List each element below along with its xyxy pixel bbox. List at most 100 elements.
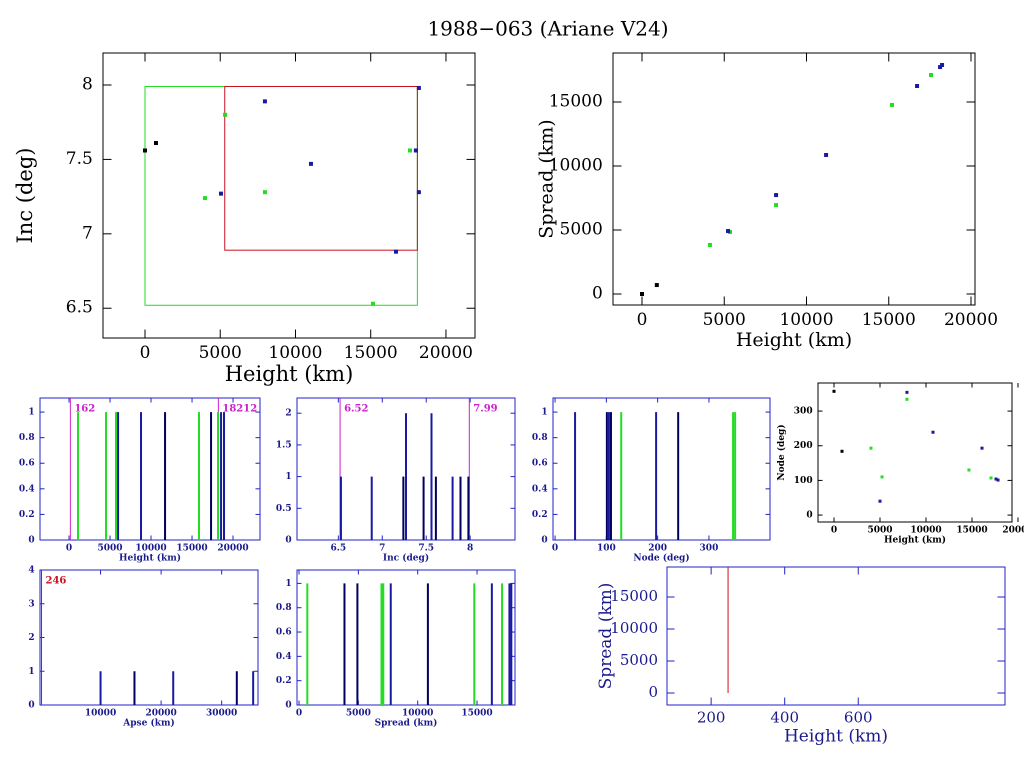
limit-label: 7.99	[473, 404, 497, 415]
point	[915, 83, 920, 88]
plot-frame	[666, 566, 1006, 706]
y-tick-label: 7.5	[66, 149, 93, 169]
point	[640, 292, 645, 297]
point	[967, 468, 971, 472]
x-tick-label: 7	[379, 544, 385, 554]
point	[890, 102, 895, 107]
y-tick-label: 2	[285, 409, 291, 419]
x-tick-label: 5000	[346, 709, 371, 719]
x-tick-label: 100	[597, 544, 616, 554]
x-tick-label: 15000	[344, 343, 398, 363]
y-tick-label: 0.6	[19, 459, 35, 469]
point	[996, 478, 1000, 482]
y-tick-label: 0.2	[19, 510, 35, 520]
y-tick-label: 1	[28, 667, 34, 677]
point	[223, 112, 228, 117]
x-tick-label: 20000	[419, 343, 473, 363]
x-axis-label: Height (km)	[884, 535, 946, 546]
plot-frame	[612, 52, 976, 306]
y-tick-label: 6.5	[66, 298, 93, 318]
x-tick-label: 0	[637, 310, 648, 330]
x-tick-label: 5000	[97, 544, 122, 554]
x-tick-label: 400	[770, 709, 799, 727]
x-tick-label: 10000	[779, 310, 833, 330]
y-tick-label: 0.5	[276, 504, 292, 514]
point	[370, 301, 375, 306]
point	[726, 229, 731, 234]
y-tick-label: 4	[28, 566, 34, 576]
y-tick-label: 0	[28, 536, 34, 546]
point	[654, 283, 659, 288]
y-tick-label: 0	[648, 683, 658, 701]
y-tick-label: 8	[82, 74, 93, 94]
limit-label: 18212	[222, 404, 257, 415]
limit-label: 6.52	[344, 404, 368, 415]
y-tick-label: 1	[28, 408, 34, 418]
y-tick-label: 0	[285, 536, 291, 546]
point	[203, 196, 208, 201]
plot-frame	[39, 397, 261, 541]
x-tick-label: 200	[697, 709, 726, 727]
plot-frame	[552, 397, 771, 541]
y-tick-label: 1	[541, 408, 547, 418]
y-tick-label: 2	[28, 633, 34, 643]
point	[153, 141, 158, 146]
point	[707, 242, 712, 247]
point	[413, 148, 418, 153]
point	[774, 203, 779, 208]
x-tick-label: 20000	[145, 709, 176, 719]
y-tick-label: 15000	[549, 91, 603, 111]
x-axis-label: Node (deg)	[633, 553, 689, 564]
x-tick-label: 0	[140, 343, 151, 363]
y-tick-label: 15000	[610, 587, 658, 605]
x-tick-label: 10000	[135, 544, 166, 554]
y-tick-label: 0.6	[532, 459, 548, 469]
y-tick-label: 0.4	[532, 484, 548, 494]
point	[262, 99, 267, 104]
y-axis-label: Spread (km)	[596, 583, 616, 690]
y-tick-label: 0.2	[276, 676, 292, 686]
x-tick-label: 0	[831, 526, 837, 536]
x-tick-label: 10000	[268, 343, 322, 363]
limit-label: 162	[74, 404, 95, 415]
x-tick-label: 10000	[402, 709, 433, 719]
point	[878, 499, 882, 503]
point	[929, 72, 934, 77]
x-tick-label: 20000	[217, 544, 248, 554]
point	[905, 397, 909, 401]
x-axis-label: Height (km)	[736, 329, 852, 351]
x-tick-label: 8	[467, 544, 473, 554]
x-axis-label: Apse (km)	[122, 718, 174, 729]
plot-frame	[102, 52, 476, 339]
x-tick-label: 0	[296, 709, 302, 719]
x-tick-label: 20000	[1002, 526, 1024, 536]
x-tick-label: 10000	[85, 709, 116, 719]
y-tick-label: 0.8	[19, 433, 35, 443]
y-tick-label: 3	[28, 599, 34, 609]
point	[142, 148, 147, 153]
x-tick-label: 15000	[862, 310, 916, 330]
point	[308, 161, 313, 166]
x-tick-label: 5000	[867, 526, 892, 536]
y-tick-label: 0.2	[532, 510, 548, 520]
x-axis-label: Height (km)	[119, 553, 181, 564]
y-tick-label: 100	[794, 476, 813, 486]
x-tick-label: 300	[700, 544, 719, 554]
y-tick-label: 300	[794, 407, 813, 417]
point	[407, 148, 412, 153]
y-tick-label: 0.8	[276, 603, 292, 613]
limit-label: 246	[45, 576, 66, 587]
y-tick-label: 10000	[549, 156, 603, 176]
y-tick-label: 5000	[560, 220, 603, 240]
x-tick-label: 15000	[461, 709, 492, 719]
y-tick-label: 0	[28, 701, 34, 711]
plot-frame	[296, 569, 516, 706]
y-tick-label: 5000	[620, 651, 658, 669]
point	[989, 476, 993, 480]
x-tick-label: 15000	[176, 544, 207, 554]
x-axis-label: Height (km)	[225, 362, 354, 386]
x-tick-label: 0	[66, 544, 72, 554]
y-tick-label: 0	[285, 701, 291, 711]
x-tick-label: 5000	[703, 310, 746, 330]
